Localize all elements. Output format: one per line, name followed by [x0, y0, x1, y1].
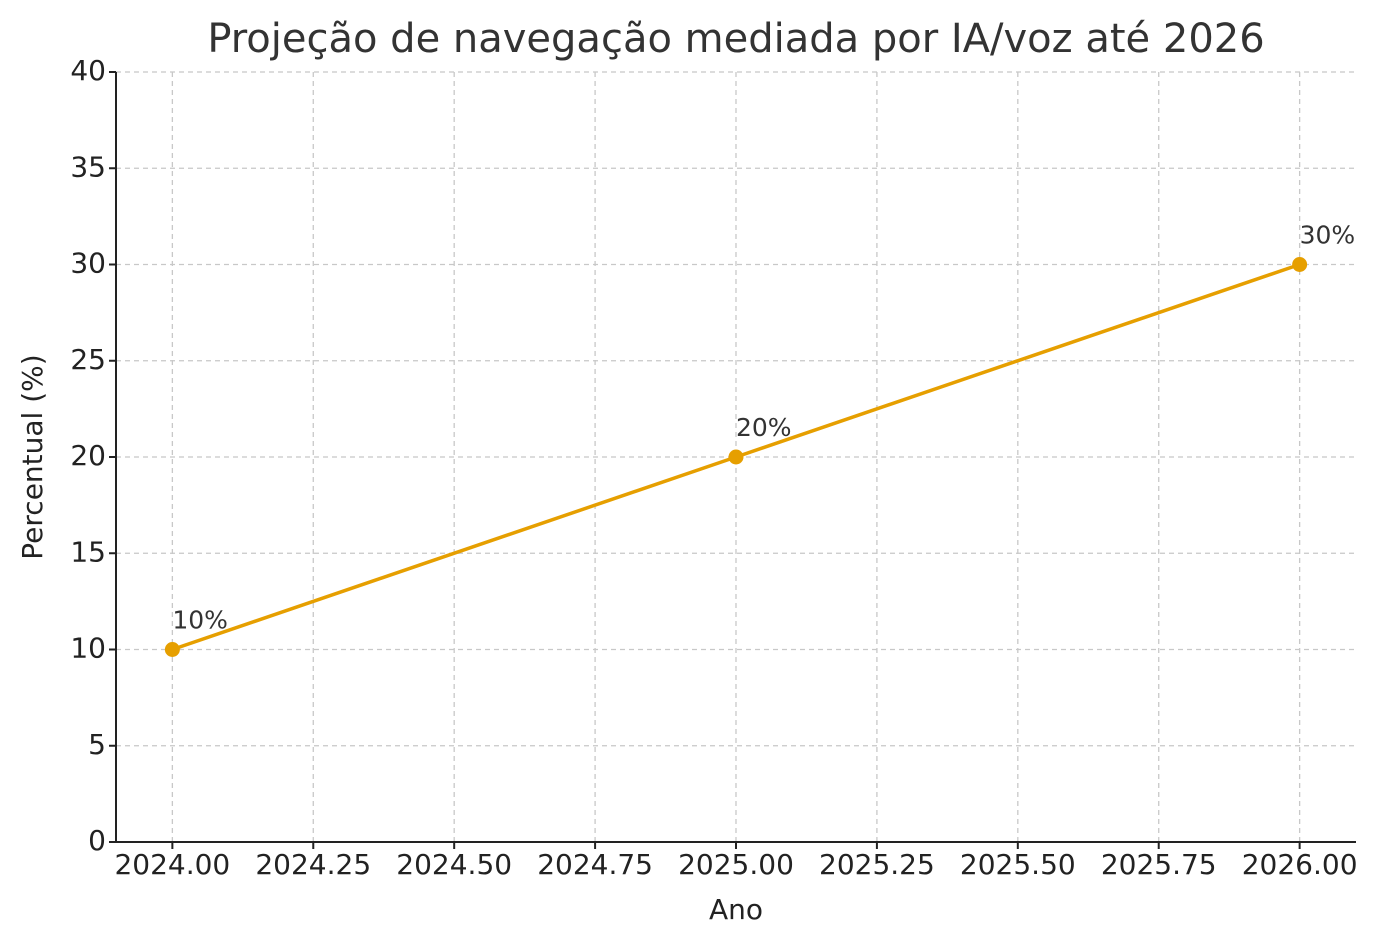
x-tick-label: 2024.00	[114, 848, 230, 881]
x-tick-label: 2025.00	[678, 848, 794, 881]
x-axis-label: Ano	[709, 893, 763, 926]
y-tick-label: 0	[88, 824, 106, 857]
marker	[1292, 257, 1308, 272]
chart-title: Projeção de navegação mediada por IA/voz…	[207, 16, 1264, 62]
x-tick-label: 2025.75	[1101, 848, 1217, 881]
y-tick-label: 40	[70, 54, 106, 87]
data-label: 30%	[1300, 221, 1356, 250]
y-tick-label: 30	[70, 247, 106, 280]
x-tick-label: 2024.75	[537, 848, 653, 881]
x-tick-label: 2025.25	[819, 848, 935, 881]
y-tick-label: 20	[70, 439, 106, 472]
y-tick-label: 25	[70, 343, 106, 376]
y-tick-label: 10	[70, 632, 106, 665]
marker	[728, 449, 744, 465]
x-tick-label: 2024.25	[255, 848, 371, 881]
x-tick-label: 2025.50	[960, 848, 1076, 881]
x-tick-label: 2024.50	[396, 848, 512, 881]
data-label: 20%	[736, 413, 792, 442]
marker	[164, 642, 180, 657]
y-axis-label: Percentual (%)	[16, 354, 49, 559]
y-tick-label: 15	[70, 535, 106, 568]
y-tick-label: 35	[70, 150, 106, 183]
x-tick-label: 2026.00	[1242, 848, 1358, 881]
y-tick-label: 5	[88, 728, 106, 761]
data-label: 10%	[172, 606, 228, 635]
